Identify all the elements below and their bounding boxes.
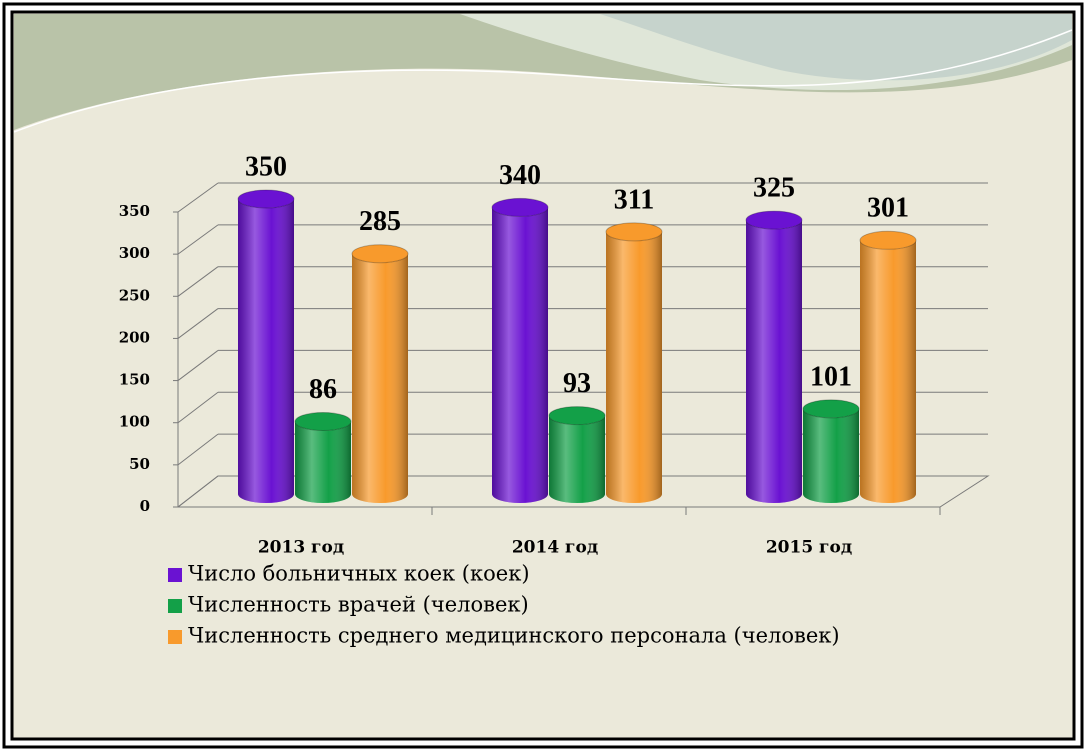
bar-shading [606, 232, 662, 503]
bar-shading [295, 422, 351, 503]
value-label: 340 [499, 160, 541, 191]
value-label: 86 [309, 374, 337, 405]
bar-cap [803, 400, 859, 418]
y-tick-label: 0 [140, 497, 150, 515]
y-tick-label: 150 [119, 371, 150, 389]
bar-cap [238, 190, 294, 208]
bar-cap [606, 223, 662, 241]
value-label: 311 [614, 184, 654, 215]
value-label: 101 [810, 361, 852, 392]
value-label: 301 [867, 193, 909, 224]
bar-shading [803, 409, 859, 503]
value-label: 93 [563, 368, 591, 399]
bar-shading [492, 207, 548, 503]
legend-swatch [168, 568, 182, 582]
bar-cap [860, 231, 916, 249]
y-tick-label: 50 [129, 455, 150, 473]
y-tick-label: 100 [119, 413, 150, 431]
bar-shading [860, 240, 916, 503]
y-tick-label: 350 [119, 202, 150, 220]
value-label: 325 [753, 172, 795, 203]
bar-cap [492, 198, 548, 216]
x-tick-label: 2013 год [258, 538, 344, 558]
bar-cap [295, 413, 351, 431]
y-tick-label: 250 [119, 286, 150, 304]
x-tick-label: 2014 год [512, 538, 598, 558]
y-tick-label: 300 [119, 244, 150, 262]
legend-label: Численность врачей (человек) [188, 593, 529, 617]
slide: 0 50 100 150 200 250 300 350 2013 год 350 86 285 201… [0, 0, 1086, 751]
y-tick-label: 200 [119, 328, 150, 346]
value-label: 350 [245, 151, 287, 182]
legend-label: Число больничных коек (коек) [188, 562, 530, 586]
x-tick-label: 2015 год [766, 538, 852, 558]
legend-swatch [168, 630, 182, 644]
bar-cap [549, 407, 605, 425]
bar-shading [238, 199, 294, 503]
bar-cap [352, 245, 408, 263]
legend-label: Численность среднего медицинского персон… [188, 624, 840, 648]
value-label: 285 [359, 206, 401, 237]
bar-cap [746, 211, 802, 229]
bar-shading [549, 416, 605, 503]
legend-swatch [168, 599, 182, 613]
bar-shading [352, 254, 408, 503]
bar-shading [746, 220, 802, 503]
